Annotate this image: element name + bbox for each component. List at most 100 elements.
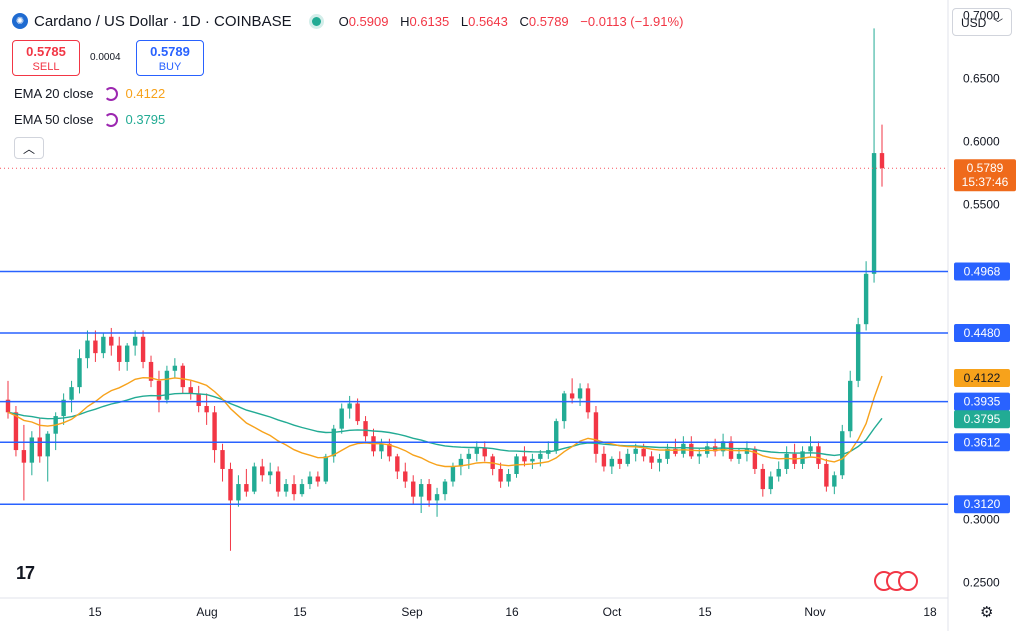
candle-body	[697, 453, 702, 457]
candle-body	[236, 484, 241, 501]
candle-body	[315, 476, 321, 482]
horizontal-line-label-box	[954, 392, 1010, 411]
x-tick-label: 18	[923, 605, 937, 619]
candle-body	[816, 446, 821, 464]
candle-body	[220, 450, 225, 469]
candle-body	[109, 336, 114, 346]
horizontal-line-label-box	[954, 262, 1010, 281]
collapse-legend-button[interactable]: ︿	[14, 137, 44, 159]
event-flag-icon[interactable]	[898, 571, 918, 591]
candle-body	[132, 336, 138, 346]
indicator-label: EMA 50 close	[14, 112, 94, 127]
candle-body	[395, 456, 400, 472]
candle-body	[403, 471, 408, 482]
high-value: 0.6135	[409, 13, 450, 29]
candle-body	[291, 484, 297, 495]
symbol-title[interactable]: Cardano / US Dollar · 1D · COINBASE	[34, 12, 292, 30]
candle-body	[665, 448, 670, 459]
ema-label-box	[954, 410, 1010, 429]
candle-body	[180, 365, 185, 388]
candle-body	[784, 453, 789, 469]
sell-button[interactable]: 0.5785 SELL	[12, 40, 80, 76]
candle-body	[156, 380, 162, 400]
horizontal-line-label-box	[954, 323, 1010, 342]
x-tick-label: Sep	[401, 605, 423, 619]
candle-body	[466, 453, 472, 459]
indicator-ema50[interactable]: EMA 50 close 0.3795	[14, 112, 165, 127]
sell-price: 0.5785	[26, 44, 66, 59]
x-tick-label: Nov	[804, 605, 825, 619]
indicator-value: 0.4122	[125, 86, 166, 101]
candle-body	[426, 484, 432, 501]
candle-body	[124, 345, 130, 362]
close-value: 0.5789	[528, 13, 569, 29]
refresh-icon[interactable]	[103, 86, 118, 101]
settings-gear-icon[interactable]: ⚙	[980, 604, 994, 621]
horizontal-line-label: 0.3612	[964, 435, 1001, 449]
candle-body	[434, 494, 440, 501]
candle-body	[840, 431, 845, 476]
bar-countdown-label: 15:37:46	[962, 175, 1009, 189]
spread-value: 0.0004	[90, 52, 121, 63]
candle-body	[569, 393, 575, 399]
candle-body	[561, 393, 567, 422]
candle-body	[752, 448, 758, 469]
candle-body	[307, 476, 313, 485]
tradingview-logo-icon[interactable]: 17	[16, 563, 35, 583]
candle-body	[411, 481, 416, 497]
candle-body	[228, 468, 233, 501]
candle-body	[625, 453, 630, 464]
candle-body	[347, 403, 352, 409]
candle-body	[196, 393, 201, 407]
candle-body	[29, 437, 35, 463]
indicator-value: 0.3795	[125, 112, 166, 127]
candle-body	[188, 387, 193, 394]
low-value: 0.5643	[468, 13, 508, 29]
x-tick-label: 15	[293, 605, 307, 619]
candle-body	[617, 458, 622, 464]
currency-select[interactable]: USD ﹀	[952, 8, 1012, 36]
ema-label-box	[954, 369, 1010, 388]
candle-body	[681, 443, 686, 454]
horizontal-line-label: 0.3120	[964, 497, 1001, 511]
candle-body	[117, 345, 122, 362]
y-tick-label: 0.6000	[963, 135, 1000, 149]
cardano-logo-icon: ✺	[12, 13, 28, 29]
candle-body	[458, 458, 464, 467]
buy-button[interactable]: 0.5789 BUY	[136, 40, 204, 76]
candle-body	[482, 447, 487, 457]
current-price-label-box	[954, 159, 1016, 192]
change-value: −0.0113 (−1.91%)	[580, 13, 684, 29]
candle-body	[720, 441, 726, 452]
candle-body	[339, 408, 344, 429]
candle-body	[593, 412, 599, 454]
candle-body	[148, 361, 154, 381]
candle-body	[863, 273, 869, 325]
candle-body	[275, 471, 281, 492]
candle-body	[355, 403, 360, 422]
current-price-label: 0.5789	[967, 161, 1004, 175]
refresh-icon[interactable]	[103, 112, 118, 127]
candle-body	[538, 453, 543, 459]
candle-body	[522, 456, 527, 462]
candle-body	[37, 437, 42, 457]
candle-body	[283, 484, 289, 492]
indicator-ema20[interactable]: EMA 20 close 0.4122	[14, 86, 165, 101]
candle-body	[387, 443, 392, 457]
candle-body	[418, 484, 424, 497]
x-tick-label: Oct	[603, 605, 622, 619]
candle-body	[268, 471, 273, 476]
candle-body	[244, 484, 249, 492]
ema-label: 0.3795	[964, 412, 1001, 426]
market-status-icon[interactable]	[311, 16, 321, 26]
candle-body	[45, 433, 50, 457]
candle-body	[641, 448, 646, 457]
ema-label: 0.4122	[964, 371, 1001, 385]
candle-body	[879, 153, 885, 169]
horizontal-line-label-box	[954, 495, 1010, 514]
candle-body	[77, 358, 82, 388]
candle-body	[848, 380, 853, 432]
candle-body	[61, 399, 66, 417]
candle-body	[164, 370, 170, 400]
